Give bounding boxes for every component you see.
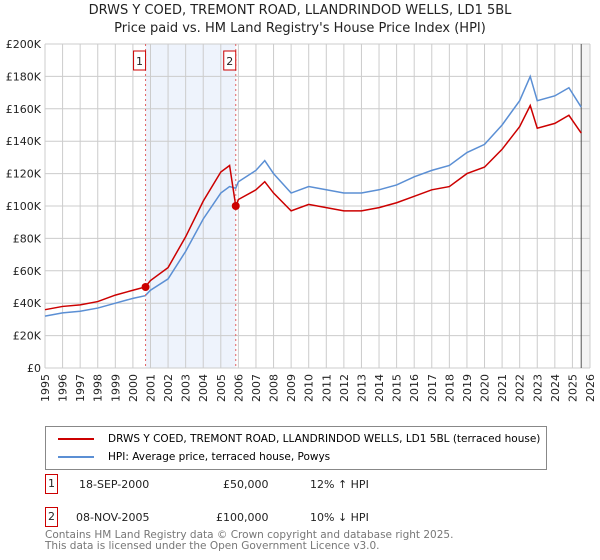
y-tick-label: £180K	[6, 70, 42, 83]
y-tick-label: £140K	[6, 135, 42, 148]
x-tick-label: 1998	[92, 374, 105, 402]
x-tick-label: 2009	[285, 374, 298, 402]
red-line-swatch	[58, 438, 94, 440]
x-tick-label: 2026	[584, 374, 597, 402]
x-tick-label: 1997	[74, 374, 87, 402]
x-tick-label: 2011	[320, 374, 333, 402]
legend-hpi-label: HPI: Average price, terraced house, Powy…	[108, 451, 331, 463]
footer: Contains HM Land Registry data © Crown c…	[45, 530, 453, 552]
x-tick-label: 2025	[566, 374, 579, 402]
x-tick-label: 2000	[127, 374, 140, 402]
x-tick-label: 2018	[443, 374, 456, 402]
y-tick-label: £0	[27, 362, 41, 375]
x-tick-label: 2021	[496, 374, 509, 402]
x-tick-label: 2008	[268, 374, 281, 402]
legend-hpi: HPI: Average price, terraced house, Powy…	[58, 451, 330, 463]
sale-point	[141, 283, 150, 291]
x-tick-label: 2020	[479, 374, 492, 402]
x-tick-label: 2017	[426, 374, 439, 402]
sale-label-box	[133, 50, 147, 71]
y-tick-label: £200K	[6, 38, 42, 51]
x-tick-label: 2019	[461, 374, 474, 402]
marker-badge: 1	[45, 474, 58, 494]
x-tick-label: 2012	[338, 374, 351, 402]
x-tick-label: 2004	[197, 374, 210, 402]
y-tick-label: £160K	[6, 103, 42, 116]
x-tick-label: 1996	[57, 374, 70, 402]
x-tick-label: 2023	[531, 374, 544, 402]
y-tick-label: £40K	[13, 297, 42, 310]
y-tick-label: £60K	[13, 265, 42, 278]
x-tick-label: 2013	[355, 374, 368, 402]
x-tick-label: 2024	[549, 374, 562, 402]
marker-badge: 2	[45, 507, 58, 527]
x-tick-label: 1995	[39, 374, 52, 402]
chart-subtitle: Price paid vs. HM Land Registry's House …	[114, 21, 486, 36]
x-tick-label: 2002	[162, 374, 175, 402]
chart-title: DRWS Y COED, TREMONT ROAD, LLANDRINDOD W…	[88, 3, 512, 18]
sale-label: 1	[136, 55, 143, 68]
x-tick-label: 2010	[303, 374, 316, 402]
x-tick-label: 1999	[109, 374, 122, 402]
hpi-diff: 12% ↑ HPI	[310, 478, 369, 491]
legend-property: DRWS Y COED, TREMONT ROAD, LLANDRINDOD W…	[58, 433, 540, 445]
footer-line: Contains HM Land Registry data © Crown c…	[45, 529, 454, 541]
blue-line-swatch	[58, 456, 94, 458]
y-tick-label: £100K	[6, 200, 42, 213]
property-price-line	[44, 103, 582, 311]
sale-point	[231, 202, 240, 210]
x-tick-label: 2001	[144, 374, 157, 402]
legend: DRWS Y COED, TREMONT ROAD, LLANDRINDOD W…	[45, 426, 547, 470]
price-chart: 1995 1996 1997 1998 1999 2000 2001 2002 2003 2004…	[6, 38, 597, 402]
sale-date: 08-NOV-2005	[76, 511, 150, 524]
y-tick-label: £20K	[13, 330, 42, 343]
footer-line: This data is licensed under the Open Gov…	[45, 540, 380, 552]
y-tick-label: £80K	[13, 232, 42, 245]
sale-price: £50,000	[223, 478, 269, 491]
sale-label-box	[223, 50, 237, 71]
x-tick-label: 2015	[391, 374, 404, 402]
x-tick-label: 2006	[232, 374, 245, 402]
sale-date: 18-SEP-2000	[79, 478, 150, 491]
y-tick-label: £120K	[6, 168, 42, 181]
x-tick-label: 2014	[373, 374, 386, 402]
x-tick-label: 2003	[180, 374, 193, 402]
x-tick-label: 2005	[215, 374, 228, 402]
legend-property-label: DRWS Y COED, TREMONT ROAD, LLANDRINDOD W…	[108, 433, 541, 445]
x-tick-label: 2016	[408, 374, 421, 402]
sale-label: 2	[226, 55, 233, 68]
hpi-line	[44, 74, 582, 317]
x-tick-label: 2007	[250, 374, 263, 402]
sale-price: £100,000	[216, 511, 269, 524]
x-tick-label: 2022	[514, 374, 527, 402]
hpi-diff: 10% ↓ HPI	[310, 511, 369, 524]
